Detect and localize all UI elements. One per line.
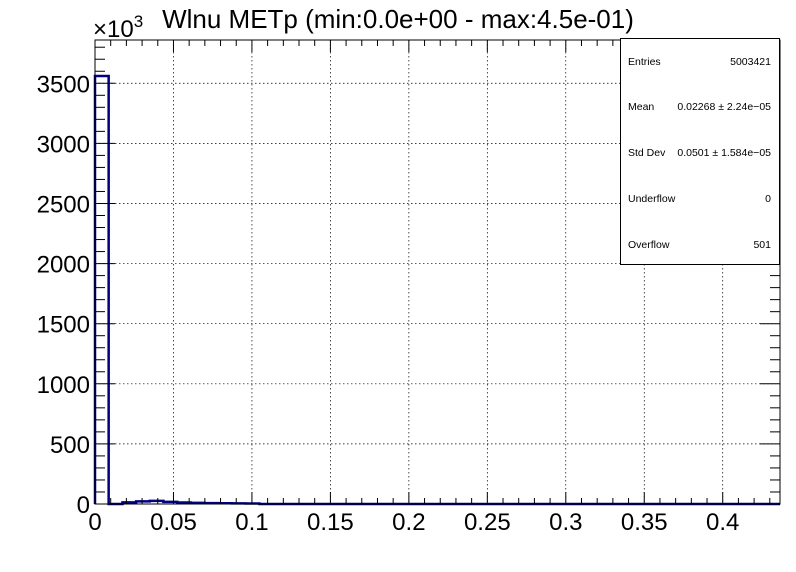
y-axis-multiplier: ×103 <box>93 12 143 43</box>
stats-mean-row: Mean 0.02268 ± 2.24e−05 <box>628 101 771 113</box>
y-tick-label: 0 <box>77 492 90 519</box>
histogram-bars <box>93 74 780 506</box>
x-tick-label: 0.3 <box>549 509 582 536</box>
stats-entries-label: Entries <box>628 56 661 68</box>
x-tick-label: 0.25 <box>464 509 511 536</box>
stats-stddev-label: Std Dev <box>628 147 666 159</box>
x-tick-label: 0.35 <box>621 509 668 536</box>
y-tick-label: 2500 <box>37 191 90 218</box>
stats-mean-label: Mean <box>628 101 655 113</box>
x-tick-label: 0.1 <box>235 509 268 536</box>
x-tick-label: 0 <box>88 509 101 536</box>
stats-overflow-label: Overflow <box>628 239 670 251</box>
y-tick-label: 3500 <box>37 71 90 98</box>
histogram-outline <box>93 74 780 506</box>
stats-box: Entries 5003421 Mean 0.02268 ± 2.24e−05 … <box>620 38 780 265</box>
stats-mean-value: 0.02268 ± 2.24e−05 <box>677 101 771 113</box>
y-axis-multiplier-base: ×10 <box>93 16 134 43</box>
axis-tick-labels: 0 0.05 0.1 0.15 0.2 0.25 0.3 0.35 0.4 0 500 1000 150… <box>37 71 740 536</box>
y-tick-label: 3000 <box>37 131 90 158</box>
stats-underflow-value: 0 <box>765 193 771 205</box>
y-axis-multiplier-exponent: 3 <box>134 12 143 31</box>
stats-underflow-row: Underflow 0 <box>628 193 771 205</box>
chart-title: Wlnu METp (min:0.0e+00 - max:4.5e-01) <box>162 4 634 34</box>
y-tick-label: 1000 <box>37 372 90 399</box>
stats-stddev-value: 0.0501 ± 1.584e−05 <box>677 147 771 159</box>
y-tick-label: 1500 <box>37 312 90 339</box>
stats-entries-value: 5003421 <box>730 56 771 68</box>
x-tick-label: 0.15 <box>307 509 354 536</box>
x-tick-label: 0.05 <box>150 509 197 536</box>
stats-entries-row: Entries 5003421 <box>628 56 771 68</box>
y-tick-label: 2000 <box>37 252 90 279</box>
stats-underflow-label: Underflow <box>628 193 676 205</box>
y-tick-label: 500 <box>50 432 90 459</box>
stats-overflow-row: Overflow 501 <box>628 239 771 251</box>
x-tick-label: 0.2 <box>392 509 425 536</box>
histogram-bin <box>95 76 109 504</box>
stats-overflow-value: 501 <box>753 239 771 251</box>
stats-stddev-row: Std Dev 0.0501 ± 1.584e−05 <box>628 147 771 159</box>
x-tick-label: 0.4 <box>706 509 739 536</box>
plot-frame <box>94 39 781 505</box>
